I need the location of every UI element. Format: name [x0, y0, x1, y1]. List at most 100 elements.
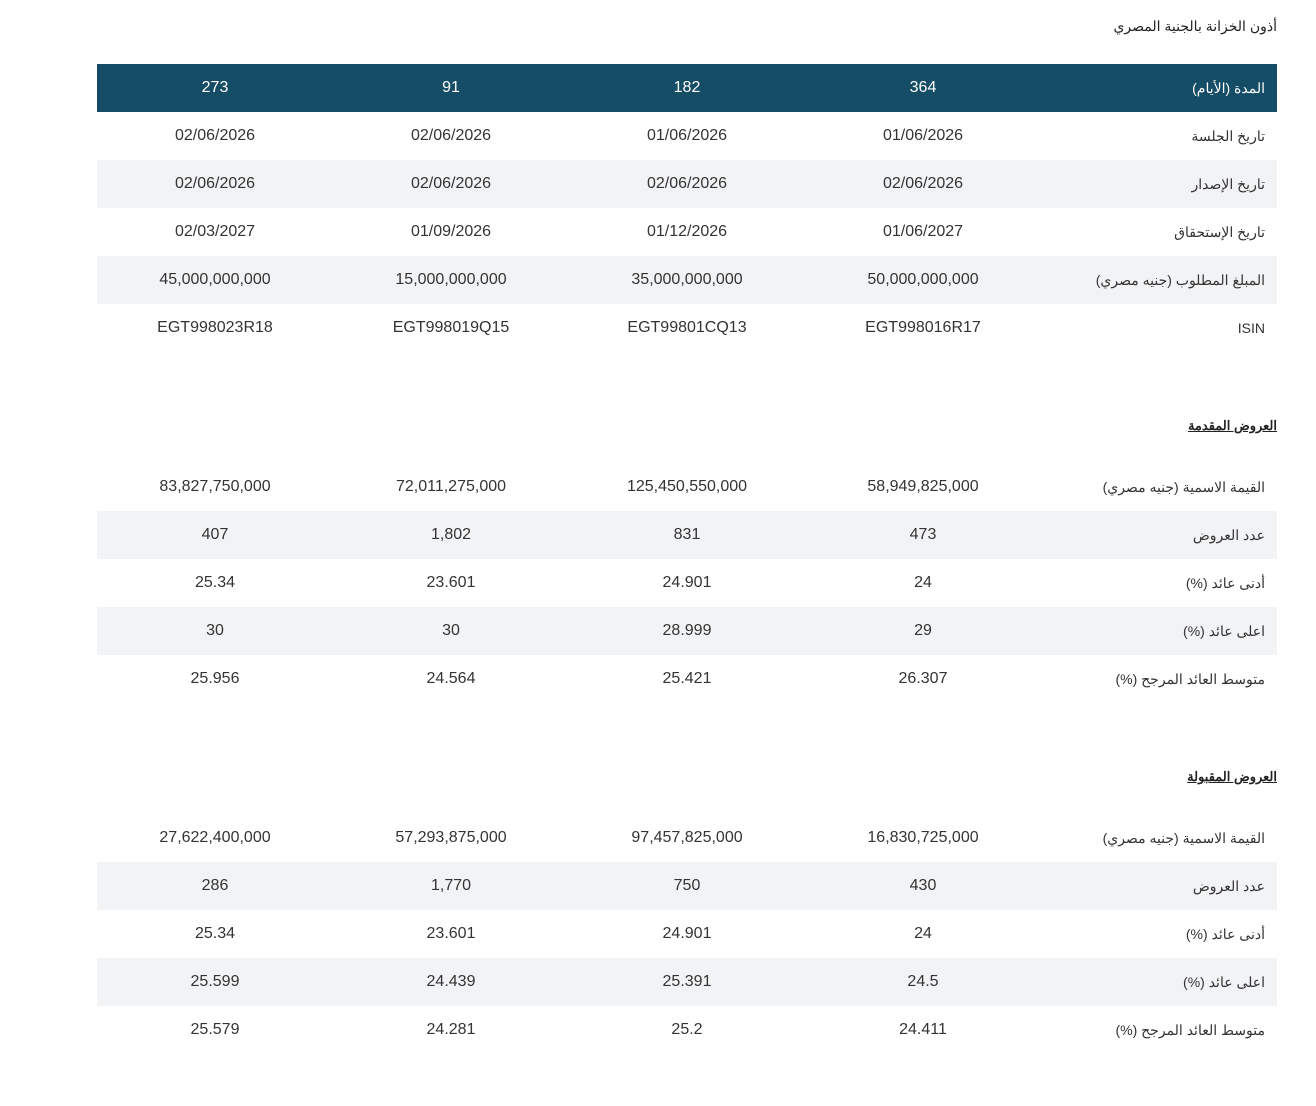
header-row: المدة (الأيام) 364 182 91 273 — [97, 64, 1277, 112]
row-label: القيمة الاسمية (جنيه مصري) — [1102, 478, 1265, 495]
cell: 25.579 — [190, 1021, 240, 1038]
cell: 01/06/2026 — [882, 127, 964, 144]
cell: 30 — [97, 607, 333, 655]
table-row: عدد العروض 473 831 1,802 407 — [97, 511, 1277, 559]
cell: 473 — [805, 511, 1041, 559]
row-label: اعلى عائد (%) — [1041, 607, 1277, 655]
cell: 430 — [805, 862, 1041, 910]
header-cell: 364 — [805, 64, 1041, 112]
cell: 01/06/2026 — [646, 127, 728, 144]
table-row: تاريخ الإصدار 02/06/2026 02/06/2026 02/06/2… — [97, 160, 1277, 208]
cell: 24 — [914, 574, 932, 591]
header-cell: 182 — [569, 64, 805, 112]
table-row: أدنى عائد (%) 24 24.901 23.601 25.34 — [97, 910, 1277, 958]
cell: 28.999 — [569, 607, 805, 655]
cell: 25.599 — [97, 958, 333, 1006]
cell: 25.34 — [194, 574, 236, 591]
cell: 45,000,000,000 — [97, 256, 333, 304]
cell: 02/06/2026 — [569, 160, 805, 208]
section-heading: العروض المقدمة — [1187, 418, 1277, 433]
cell: 407 — [97, 511, 333, 559]
row-label: القيمة الاسمية (جنيه مصري) — [1102, 829, 1265, 846]
table-row: ISIN EGT998016R17 EGT99801CQ13 EGT998019Q15… — [97, 304, 1277, 352]
cell: 24.901 — [662, 925, 712, 942]
cell: EGT998016R17 — [865, 319, 981, 336]
cell: 57,293,875,000 — [395, 829, 507, 846]
cell: 25.956 — [190, 670, 240, 687]
row-label: تاريخ الإستحقاق — [1174, 223, 1265, 240]
cell: 24 — [914, 925, 932, 942]
row-label: أدنى عائد (%) — [1185, 574, 1265, 591]
row-label: متوسط العائد المرجح (%) — [1115, 670, 1265, 687]
cell: 23.601 — [426, 925, 476, 942]
table-row: متوسط العائد المرجح (%) 26.307 25.421 24.56… — [97, 655, 1277, 703]
cell: 15,000,000,000 — [333, 256, 569, 304]
row-label: تاريخ الجلسة — [1191, 127, 1265, 144]
cell: 286 — [97, 862, 333, 910]
cell: 02/03/2027 — [174, 223, 256, 240]
cell: EGT998019Q15 — [392, 319, 510, 336]
cell: 24.411 — [899, 1021, 947, 1038]
cell: 83,827,750,000 — [159, 478, 271, 495]
cell: 1,802 — [333, 511, 569, 559]
cell: EGT99801CQ13 — [627, 319, 747, 336]
cell: 72,011,275,000 — [395, 478, 507, 495]
header-cell: 273 — [97, 64, 333, 112]
cell: 23.601 — [426, 574, 476, 591]
cell: 35,000,000,000 — [569, 256, 805, 304]
row-label: عدد العروض — [1041, 862, 1277, 910]
cell: 02/06/2026 — [805, 160, 1041, 208]
cell: 01/06/2027 — [882, 223, 964, 240]
row-label: أدنى عائد (%) — [1185, 925, 1265, 942]
cell: 25.2 — [671, 1021, 703, 1038]
row-label: عدد العروض — [1041, 511, 1277, 559]
cell: 01/09/2026 — [410, 223, 492, 240]
cell: 58,949,825,000 — [867, 478, 979, 495]
cell: 02/06/2026 — [333, 160, 569, 208]
cell: EGT998023R18 — [157, 319, 273, 336]
cell: 97,457,825,000 — [631, 829, 743, 846]
cell: 29 — [805, 607, 1041, 655]
cell: 24.5 — [805, 958, 1041, 1006]
cell: 24.901 — [662, 574, 712, 591]
table-row: القيمة الاسمية (جنيه مصري) 16,830,725,000… — [97, 814, 1277, 862]
cell: 24.439 — [333, 958, 569, 1006]
section-heading: العروض المقبولة — [1187, 769, 1277, 784]
cell: 02/06/2026 — [410, 127, 492, 144]
row-label: اعلى عائد (%) — [1041, 958, 1277, 1006]
row-label: المبلغ المطلوب (جنيه مصري) — [1041, 256, 1277, 304]
cell: 831 — [569, 511, 805, 559]
page-title: أذون الخزانة بالجنية المصري — [1113, 18, 1277, 34]
offers-table: القيمة الاسمية (جنيه مصري) 16,830,725,000… — [97, 814, 1277, 1054]
cell: 02/06/2026 — [174, 127, 256, 144]
cell: 01/12/2026 — [646, 223, 728, 240]
row-label: متوسط العائد المرجح (%) — [1115, 1021, 1265, 1038]
cell: 30 — [333, 607, 569, 655]
header-label: المدة (الأيام) — [1041, 64, 1277, 112]
cell: 27,622,400,000 — [159, 829, 271, 846]
table-row: القيمة الاسمية (جنيه مصري) 58,949,825,000… — [97, 463, 1277, 511]
cell: 24.281 — [426, 1021, 476, 1038]
cell: 24.564 — [426, 670, 476, 687]
cell: 26.307 — [898, 670, 948, 687]
cell: 25.34 — [194, 925, 236, 942]
table-row: اعلى عائد (%) 29 28.999 30 30 — [97, 607, 1277, 655]
cell: 02/06/2026 — [97, 160, 333, 208]
row-label: تاريخ الإصدار — [1041, 160, 1277, 208]
auction-table: المدة (الأيام) 364 182 91 273 تاريخ الجلسة 01/… — [97, 64, 1277, 352]
header-cell: 91 — [333, 64, 569, 112]
table-row: أدنى عائد (%) 24 24.901 23.601 25.34 — [97, 559, 1277, 607]
table-row: تاريخ الإستحقاق 01/06/2027 01/12/2026 01/09… — [97, 208, 1277, 256]
cell: 125,450,550,000 — [626, 478, 748, 495]
cell: 25.391 — [569, 958, 805, 1006]
cell: 1,770 — [333, 862, 569, 910]
table-row: المبلغ المطلوب (جنيه مصري) 50,000,000,000… — [97, 256, 1277, 304]
cell: 750 — [569, 862, 805, 910]
cell: 50,000,000,000 — [805, 256, 1041, 304]
offers-table: القيمة الاسمية (جنيه مصري) 58,949,825,000… — [97, 463, 1277, 703]
cell: 16,830,725,000 — [867, 829, 979, 846]
table-row: عدد العروض 430 750 1,770 286 — [97, 862, 1277, 910]
table-row: تاريخ الجلسة 01/06/2026 01/06/2026 02/06/20… — [97, 112, 1277, 160]
row-label: ISIN — [1237, 320, 1265, 336]
